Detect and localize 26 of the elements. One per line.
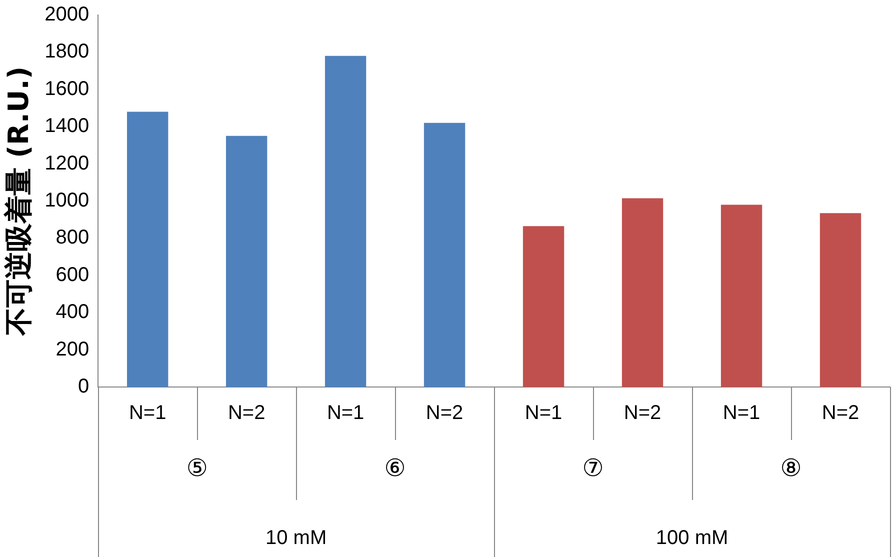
text: ⑥ [384,454,406,482]
y-tick-label: 600 [56,264,90,286]
x-tick-label: N=1 [326,402,364,424]
y-tick-label: 200 [56,338,90,360]
x-tick-label: N=1 [128,402,166,424]
text: 10 mM [266,527,327,550]
y-tick-label: 1400 [44,115,90,138]
y-tick-label: 0 [78,376,90,398]
y-axis-title: 不可逆吸着量 (R.U.) [2,66,36,337]
x-tick-label: N=2 [228,402,266,424]
y-tick-label: 1200 [44,152,90,174]
x-tick-label: N=2 [426,402,464,424]
x-tick-label: N=2 [624,402,662,424]
y-tick-label: 1800 [44,40,90,63]
x-tick-label: N=1 [722,402,760,424]
text: ⑦ [582,454,604,482]
y-tick-label: 2000 [44,4,90,26]
y-tick-label: 1000 [44,190,90,212]
x-tick-label: N=2 [822,402,860,424]
y-tick-label: 800 [56,226,90,249]
text: ⑧ [780,454,802,482]
y-tick-label: 1600 [44,78,90,100]
text: 100 mM [656,527,728,550]
y-tick-label: 400 [56,301,90,324]
text: ⑤ [186,454,208,482]
x-tick-label: N=1 [524,402,562,424]
